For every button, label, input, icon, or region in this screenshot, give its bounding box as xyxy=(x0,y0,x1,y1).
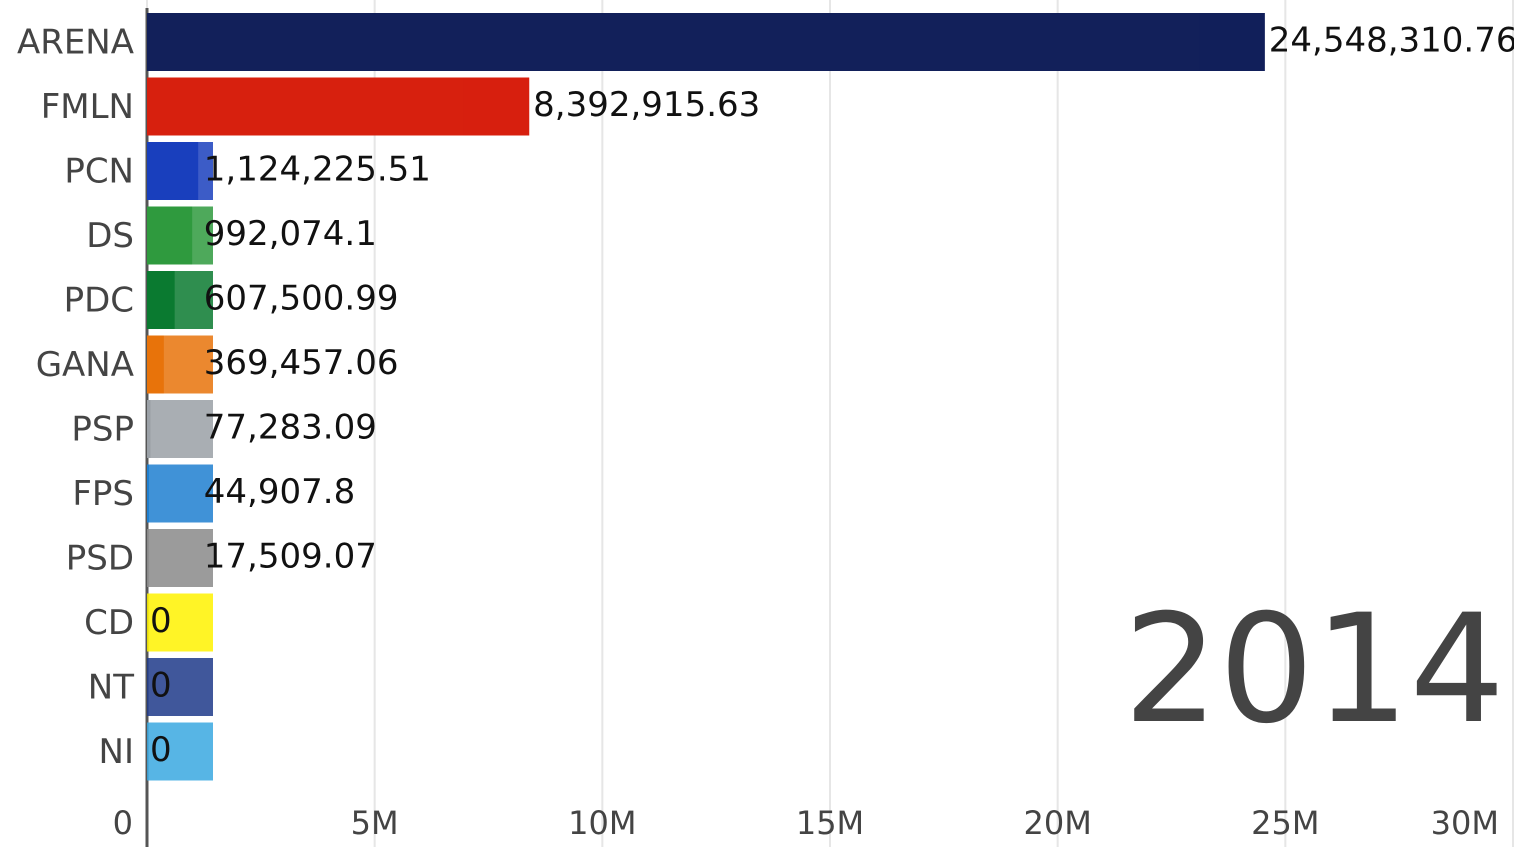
x-tick-label: 30M xyxy=(1431,804,1499,842)
value-label: 24,548,310.76 xyxy=(1269,21,1514,61)
logo xyxy=(147,142,213,200)
category-label: PSD xyxy=(66,539,134,579)
value-label: 17,509.07 xyxy=(204,537,377,577)
category-label: PSP xyxy=(71,410,134,450)
value-label: 0 xyxy=(150,666,172,706)
logo xyxy=(147,529,213,587)
value-label: 1,124,225.51 xyxy=(204,150,431,190)
x-tick-label: 5M xyxy=(351,804,399,842)
x-tick-label: 20M xyxy=(1024,804,1092,842)
category-label: PDC xyxy=(64,281,134,321)
category-label: PCN xyxy=(64,152,134,192)
logo xyxy=(147,593,213,652)
bar xyxy=(147,13,1265,71)
logo xyxy=(147,206,213,265)
logo xyxy=(147,658,213,716)
logo xyxy=(147,400,213,458)
logo xyxy=(147,271,213,329)
category-label: FPS xyxy=(72,474,134,514)
logo xyxy=(463,77,530,136)
value-label: 992,074.1 xyxy=(204,214,377,254)
category-label: CD xyxy=(84,603,134,643)
logo xyxy=(147,722,213,781)
category-label: ARENA xyxy=(17,23,134,63)
x-tick-label: 0 xyxy=(113,804,133,842)
year-annotation: 2014 xyxy=(1123,583,1505,757)
value-label: 77,283.09 xyxy=(204,408,377,448)
logo xyxy=(1198,13,1265,71)
category-label: DS xyxy=(86,216,134,256)
value-label: 369,457.06 xyxy=(204,343,399,383)
value-label: 44,907.8 xyxy=(204,472,355,512)
value-label: 0 xyxy=(150,601,172,641)
value-label: 607,500.99 xyxy=(204,279,399,319)
x-tick-label: 25M xyxy=(1251,804,1319,842)
logo xyxy=(147,335,213,394)
category-label: NT xyxy=(88,668,134,708)
x-tick-label: 10M xyxy=(568,804,636,842)
category-label: FMLN xyxy=(41,87,134,127)
value-label: 0 xyxy=(150,730,172,770)
category-label: GANA xyxy=(36,345,134,385)
category-label: NI xyxy=(99,732,134,772)
value-label: 8,392,915.63 xyxy=(533,85,760,125)
logo xyxy=(147,464,213,523)
x-tick-label: 15M xyxy=(796,804,864,842)
